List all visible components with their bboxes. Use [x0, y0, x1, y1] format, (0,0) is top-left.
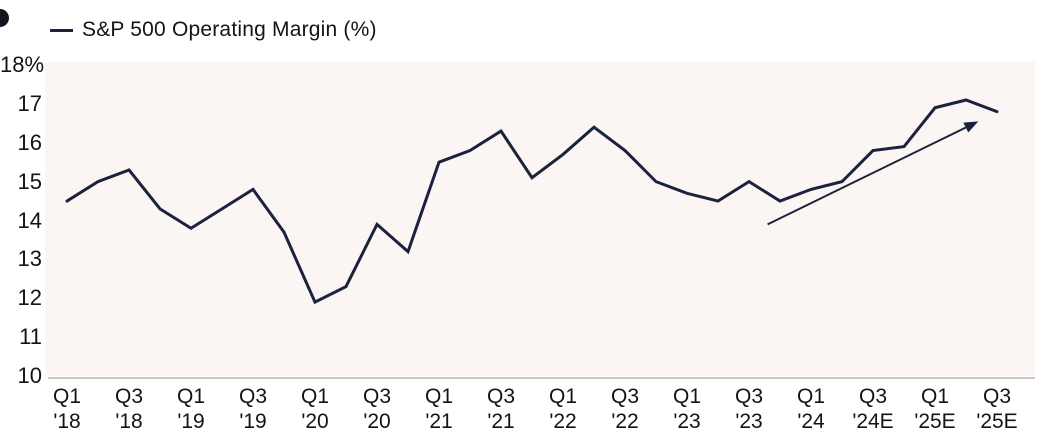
legend: S&P 500 Operating Margin (%): [50, 18, 377, 42]
y-tick-label: 15: [17, 168, 42, 194]
x-tick-label: Q1 '20: [300, 385, 329, 433]
y-tick-label: 11: [19, 324, 42, 350]
operating-margin-line: [65, 98, 999, 305]
y-tick-label: 13: [17, 246, 42, 272]
legend-label: S&P 500 Operating Margin (%): [82, 18, 377, 41]
x-tick-label: Q3 '18: [114, 385, 143, 433]
legend-line-swatch: [50, 28, 73, 32]
trend-arrow-head: [963, 121, 979, 133]
x-tick-label: Q3 '25E: [976, 385, 1018, 433]
x-tick-label: Q1 '18: [52, 385, 81, 433]
y-tick-label: 10: [17, 363, 42, 388]
y-tick-label: 17: [17, 90, 42, 116]
x-tick-label: Q1 '22: [548, 385, 577, 433]
x-tick-label: Q3 '21: [486, 385, 515, 433]
y-tick-label: 18%: [0, 52, 45, 77]
x-tick-label: Q3 '20: [362, 385, 391, 433]
x-tick-label: Q3 '22: [610, 385, 639, 433]
x-tick-label: Q3 '24E: [852, 385, 894, 433]
plot-area: [45, 62, 1035, 376]
y-tick-label: 14: [17, 207, 42, 233]
x-tick-label: Q1 '23: [672, 385, 701, 433]
y-tick-label: 12: [17, 285, 42, 311]
x-tick-label: Q1 '24: [796, 385, 825, 433]
trend-arrow-shaft: [767, 123, 973, 226]
x-tick-label: Q1 '25E: [914, 385, 956, 433]
corner-artifact: [0, 9, 9, 27]
x-tick-label: Q1 '21: [424, 385, 453, 433]
x-tick-label: Q1 '19: [176, 385, 205, 433]
x-tick-label: Q3 '19: [238, 385, 267, 433]
x-tick-label: Q3 '23: [734, 385, 763, 433]
y-tick-label: 16: [17, 129, 42, 155]
